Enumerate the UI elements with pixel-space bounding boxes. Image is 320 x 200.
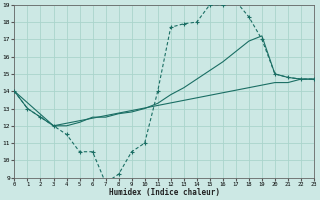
X-axis label: Humidex (Indice chaleur): Humidex (Indice chaleur) bbox=[109, 188, 220, 197]
